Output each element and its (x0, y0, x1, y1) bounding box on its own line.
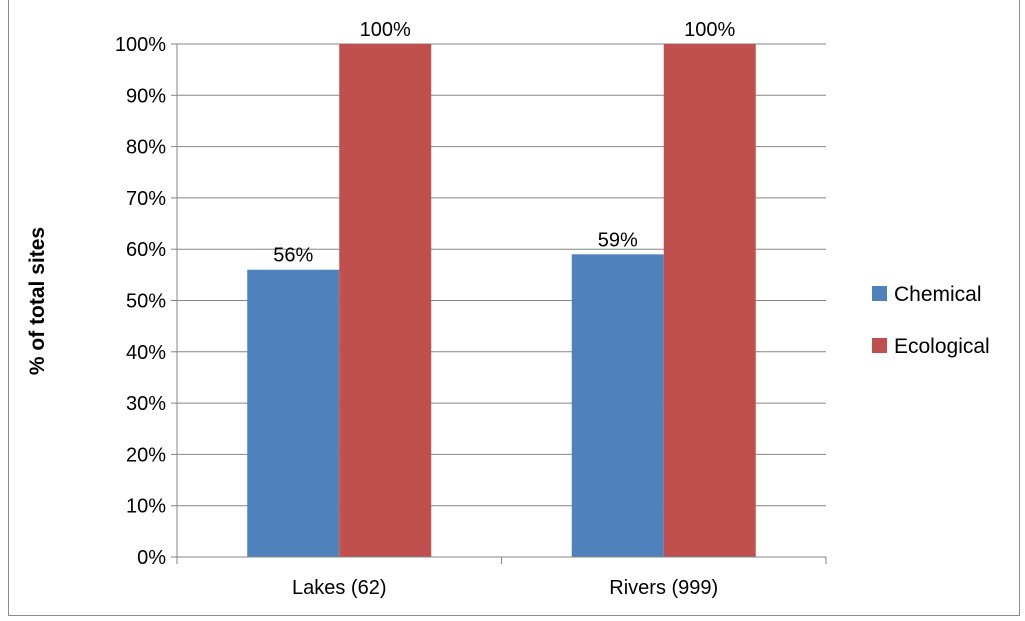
x-category-labels: Lakes (62) Rivers (999) (292, 577, 718, 599)
legend-label-chemical: Chemical (894, 283, 982, 306)
y-tick-label: 70% (126, 188, 166, 210)
x-category-label: Rivers (999) (609, 577, 718, 599)
bar-chemical (571, 254, 664, 557)
bar-ecological (663, 44, 756, 557)
y-tick-label: 100% (115, 34, 166, 56)
data-label: 56% (273, 245, 313, 267)
data-label: 59% (598, 229, 638, 251)
bars (247, 44, 756, 557)
bar-ecological (339, 44, 432, 557)
x-category-label: Lakes (62) (292, 577, 387, 599)
y-tick-label: 40% (126, 342, 166, 364)
y-tick-label: 90% (126, 85, 166, 107)
y-tick-labels: 0% 10% 20% 30% 40% 50% 60% 70% 80% 90% 100% (115, 34, 166, 569)
legend-swatch-ecological (872, 338, 887, 353)
y-tick-label: 10% (126, 496, 166, 518)
legend-label-ecological: Ecological (894, 335, 990, 358)
y-tick-label: 20% (126, 444, 166, 466)
y-tick-label: 50% (126, 291, 166, 313)
y-tick-label: 30% (126, 393, 166, 415)
y-tick-label: 80% (126, 137, 166, 159)
data-label: 100% (684, 19, 735, 41)
data-label: 100% (360, 19, 411, 41)
data-labels: 56% 100% 59% 100% (273, 19, 735, 267)
legend: Chemical Ecological (872, 283, 990, 358)
y-tick-label: 60% (126, 239, 166, 261)
legend-swatch-chemical (872, 286, 887, 301)
y-tick-label: 0% (137, 547, 166, 569)
axes (171, 43, 827, 564)
bar-chemical (247, 269, 340, 557)
chart-frame: 0% 10% 20% 30% 40% 50% 60% 70% 80% 90% 100% Lakes … (8, 0, 1020, 616)
y-axis-title: % of total sites (26, 227, 49, 375)
